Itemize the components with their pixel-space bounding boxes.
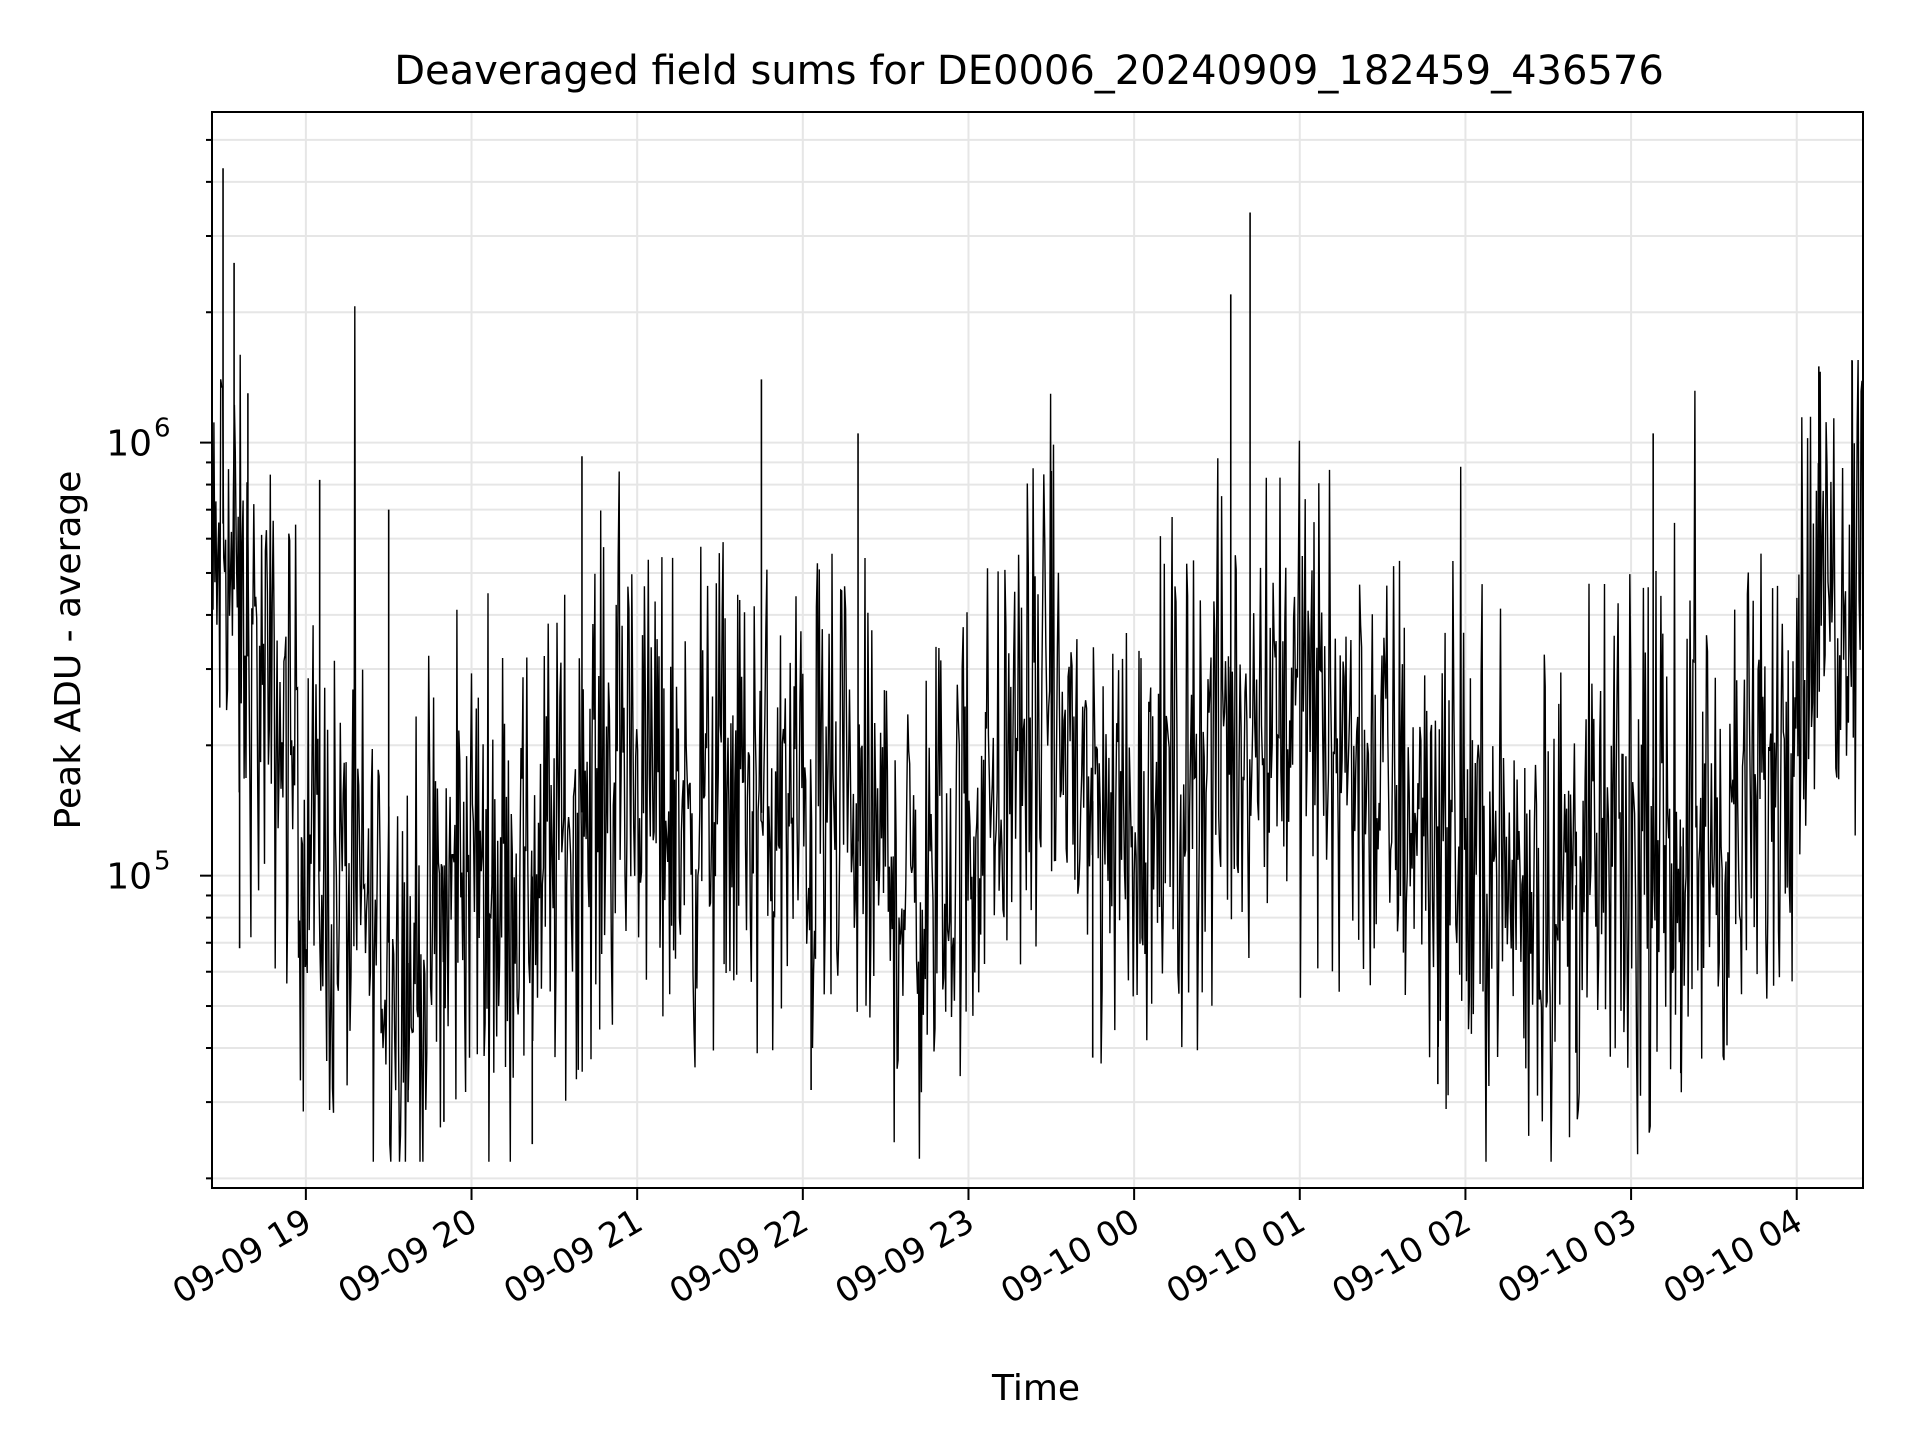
x-axis-label: Time — [991, 1368, 1080, 1409]
y-tick-label: 10 — [106, 857, 152, 898]
y-tick-label-exponent: 5 — [154, 847, 171, 877]
plot-area-frame — [211, 111, 1864, 1189]
y-axis-label: Peak ADU - average — [48, 471, 89, 830]
y-tick-label: 10 — [106, 424, 152, 465]
chart-title: Deaveraged field sums for DE0006_2024090… — [394, 48, 1664, 94]
y-tick-label-exponent: 6 — [154, 414, 171, 444]
series-line — [211, 306, 1864, 1162]
series — [211, 168, 1864, 1162]
